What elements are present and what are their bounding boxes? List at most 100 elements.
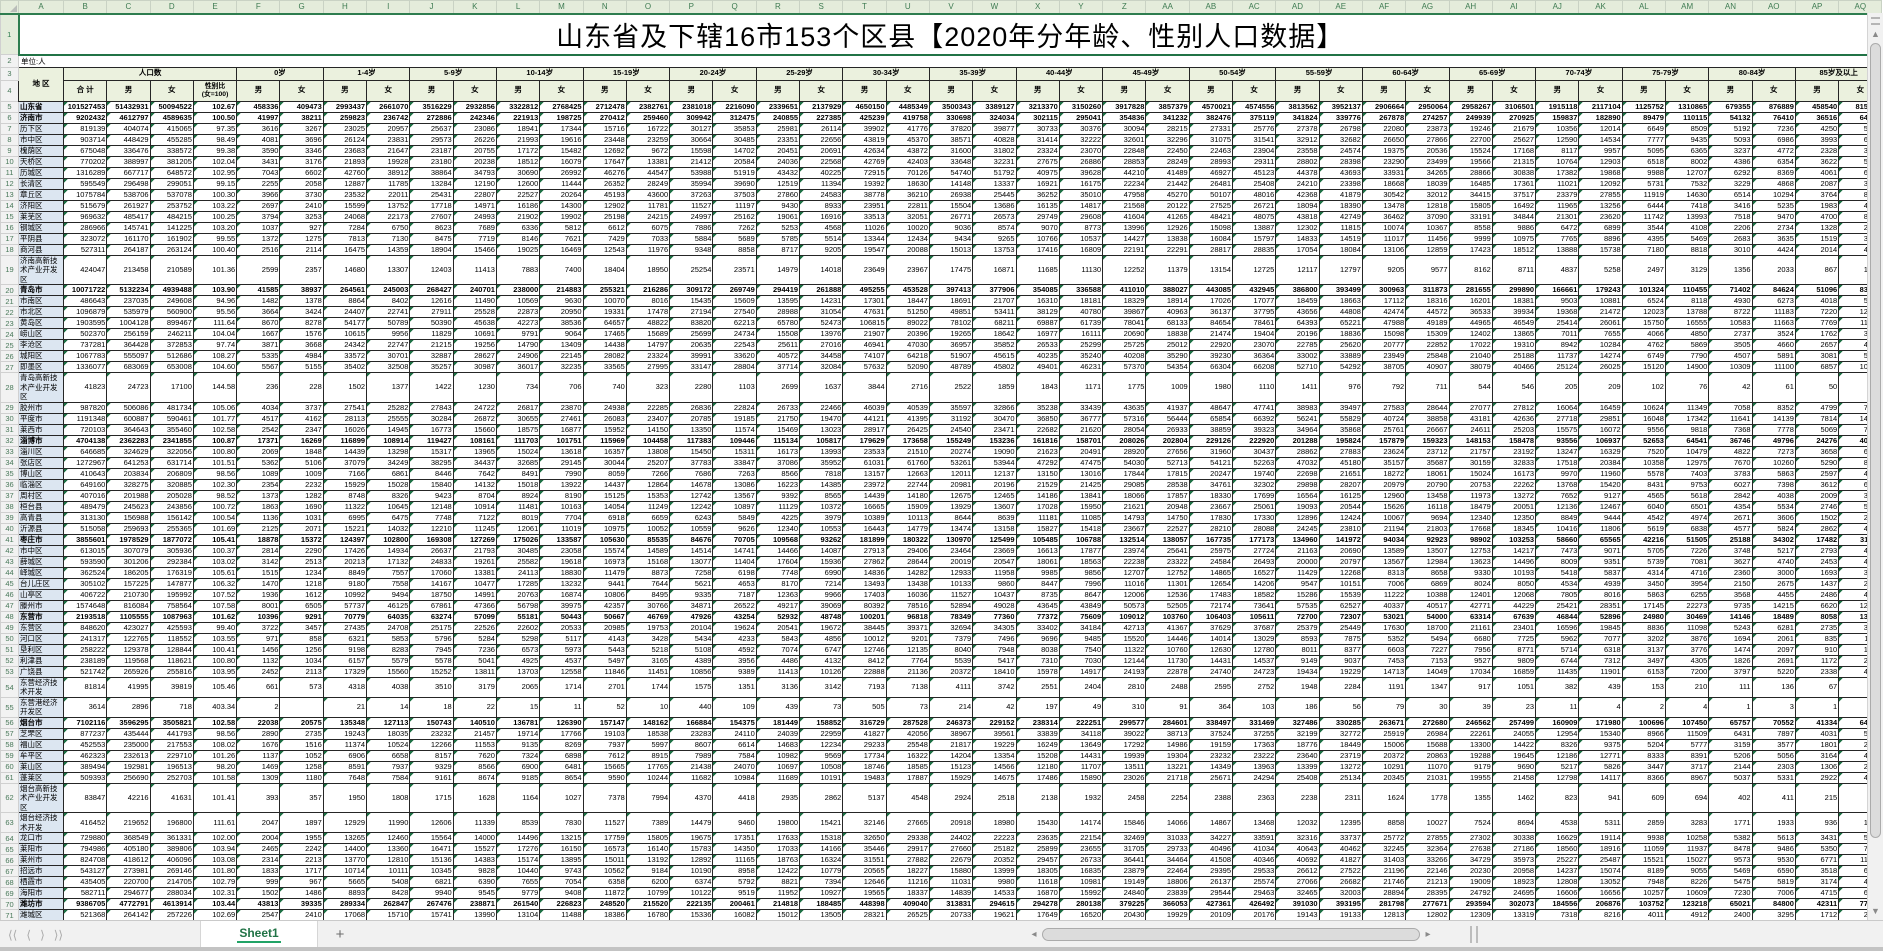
data-cell[interactable]: 109446 <box>712 434 757 447</box>
data-cell[interactable]: 4305 <box>1664 654 1710 667</box>
data-cell[interactable]: 648572 <box>149 166 194 179</box>
data-cell[interactable]: 3855601 <box>62 533 108 546</box>
data-cell[interactable]: 631714 <box>149 456 194 469</box>
data-cell[interactable]: 22285 <box>625 401 671 414</box>
data-cell[interactable]: 1955 <box>279 832 324 844</box>
data-cell[interactable]: 667717 <box>106 166 151 179</box>
data-cell[interactable]: 41879 <box>1318 188 1363 201</box>
data-cell[interactable]: 14790 <box>495 339 541 351</box>
data-cell[interactable]: 3165 <box>625 654 671 667</box>
data-cell[interactable]: 403.34 <box>192 696 238 718</box>
data-cell[interactable]: 20196 <box>1275 328 1320 340</box>
data-cell[interactable]: 144.58 <box>192 372 238 403</box>
data-cell[interactable]: 5204 <box>1621 738 1666 751</box>
data-cell[interactable]: 210730 <box>106 588 151 601</box>
data-cell[interactable]: 4837 <box>1535 254 1580 285</box>
column-header-B[interactable]: B <box>62 0 108 15</box>
data-cell[interactable]: 39819 <box>149 676 194 698</box>
data-cell[interactable]: 17630 <box>1361 621 1407 634</box>
data-cell[interactable]: 13052 <box>1578 876 1623 888</box>
data-cell[interactable]: 30542 <box>1361 188 1407 201</box>
row-header-39[interactable]: 39 <box>0 511 19 524</box>
data-cell[interactable]: 40975 <box>1015 166 1060 179</box>
data-cell[interactable]: 3450 <box>1621 577 1666 590</box>
data-cell[interactable]: 98.49 <box>192 133 238 146</box>
data-cell[interactable]: 12808 <box>1535 876 1580 888</box>
header-gender[interactable]: 女 <box>1491 79 1537 102</box>
data-cell[interactable]: 2465 <box>236 843 281 855</box>
data-cell[interactable]: 595549 <box>62 177 108 190</box>
data-cell[interactable]: 6198 <box>712 566 757 579</box>
data-cell[interactable]: 14132 <box>452 478 497 491</box>
data-cell[interactable]: 27724 <box>1232 544 1277 557</box>
data-cell[interactable]: 42749 <box>1318 210 1363 223</box>
data-cell[interactable]: 23873 <box>1405 122 1450 135</box>
data-cell[interactable]: 25061 <box>1232 500 1277 513</box>
data-cell[interactable]: 18836 <box>1318 328 1363 340</box>
data-cell[interactable]: 12954 <box>1535 727 1580 740</box>
data-cell[interactable]: 6336 <box>495 221 541 234</box>
data-cell[interactable]: 3106501 <box>1491 100 1537 113</box>
data-cell[interactable]: 103.02 <box>192 555 238 568</box>
data-cell[interactable]: 2150 <box>1708 577 1753 590</box>
row-header-62[interactable]: 62 <box>0 782 19 813</box>
data-cell[interactable]: 26573 <box>972 210 1017 223</box>
data-cell[interactable]: 23571 <box>712 254 757 285</box>
data-cell[interactable]: 6680 <box>1448 632 1493 645</box>
data-cell[interactable]: 5253 <box>755 221 801 234</box>
data-cell[interactable]: 17486 <box>1015 771 1060 784</box>
data-cell[interactable]: 6821 <box>409 876 454 888</box>
data-cell[interactable]: 10260 <box>1751 456 1796 469</box>
data-cell[interactable]: 5217 <box>1751 544 1796 557</box>
data-cell[interactable]: 26226 <box>452 133 497 146</box>
data-cell[interactable]: 32601 <box>1102 133 1147 146</box>
data-cell[interactable]: 42 <box>972 696 1017 718</box>
data-cell[interactable]: 4143 <box>582 632 627 645</box>
data-cell[interactable]: 248520 <box>582 898 627 910</box>
data-cell[interactable]: 6255 <box>1664 588 1710 601</box>
data-cell[interactable]: 49 <box>1058 696 1104 718</box>
data-cell[interactable]: 53988 <box>669 166 714 179</box>
data-cell[interactable]: 25414 <box>1535 317 1580 329</box>
data-cell[interactable]: 106788 <box>1058 533 1104 546</box>
data-cell[interactable]: 3696 <box>279 133 324 146</box>
data-cell[interactable]: 166661 <box>1535 284 1580 296</box>
data-cell[interactable]: 27860 <box>755 188 801 201</box>
data-cell[interactable]: 544 <box>1448 372 1493 403</box>
data-cell[interactable]: 7584 <box>366 771 411 784</box>
data-cell[interactable]: 406722 <box>62 588 108 601</box>
data-cell[interactable]: 381205 <box>149 155 194 168</box>
data-cell[interactable]: 15950 <box>1058 500 1104 513</box>
data-cell[interactable]: 13493 <box>842 577 887 590</box>
data-cell[interactable]: 101751 <box>539 434 584 447</box>
data-cell[interactable]: 14630 <box>1664 188 1710 201</box>
data-cell[interactable]: 25299 <box>1058 339 1104 351</box>
data-cell[interactable]: 100201 <box>842 610 887 623</box>
data-cell[interactable]: 3979 <box>799 511 844 524</box>
data-cell[interactable]: 20979 <box>1361 478 1407 491</box>
data-cell[interactable]: 51432931 <box>106 100 151 113</box>
data-cell[interactable]: 5973 <box>539 643 584 656</box>
data-cell[interactable]: 415065 <box>149 122 194 135</box>
data-cell[interactable]: 15598 <box>669 144 714 157</box>
data-cell[interactable]: 42216 <box>1621 533 1666 546</box>
data-cell[interactable]: 12061 <box>495 522 541 535</box>
data-cell[interactable]: 294419 <box>755 284 801 296</box>
data-cell[interactable]: 1075784 <box>62 188 108 201</box>
data-cell[interactable]: 6750 <box>366 221 411 234</box>
data-cell[interactable]: 5217 <box>1535 760 1580 773</box>
data-cell[interactable]: 16773 <box>409 423 454 436</box>
data-cell[interactable]: 8278 <box>279 317 324 329</box>
data-cell[interactable]: 240855 <box>755 111 801 124</box>
data-cell[interactable]: 14437 <box>582 478 627 491</box>
data-cell[interactable]: 16329 <box>1578 445 1623 458</box>
data-cell[interactable]: 41585 <box>236 284 281 296</box>
data-cell[interactable]: 7704 <box>539 511 584 524</box>
data-cell[interactable]: 17351 <box>712 832 757 844</box>
data-cell[interactable]: 9161 <box>409 771 454 784</box>
row-header-56[interactable]: 56 <box>0 716 19 729</box>
data-cell[interactable]: 32694 <box>928 621 974 634</box>
data-cell[interactable]: 108161 <box>452 434 497 447</box>
data-cell[interactable]: 416452 <box>62 812 108 833</box>
row-header-33[interactable]: 33 <box>0 445 19 458</box>
